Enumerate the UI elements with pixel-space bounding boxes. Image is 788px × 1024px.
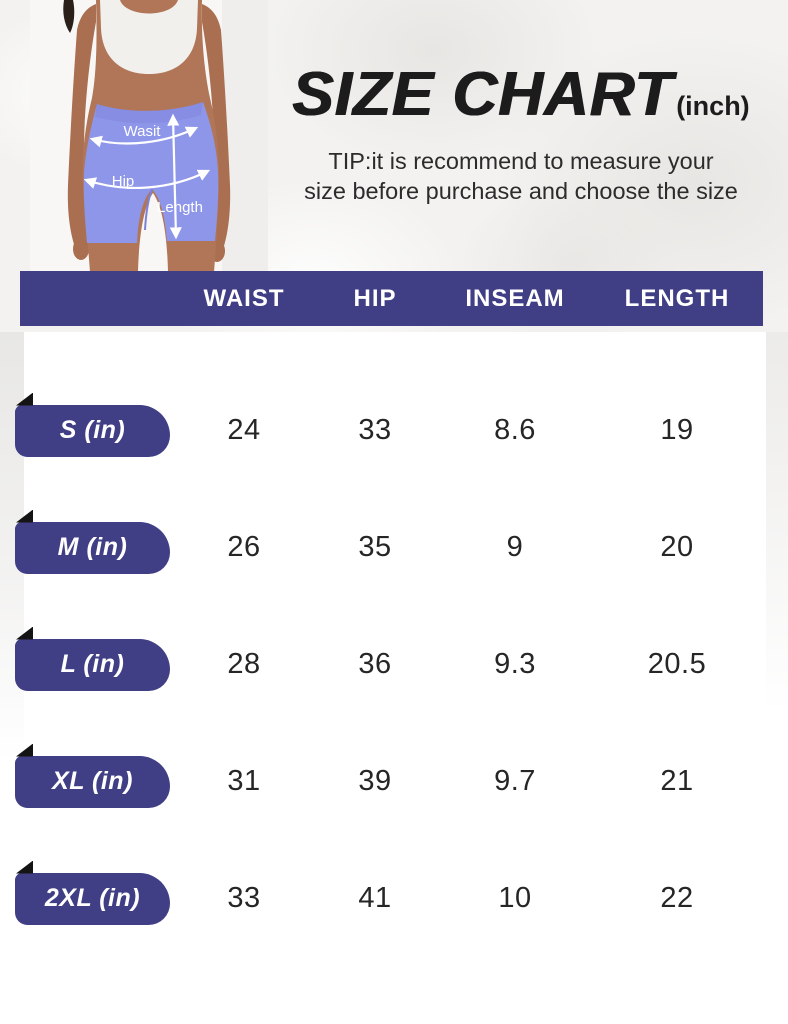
table-body: S (in) 24 33 8.6 19 M (in) 26 35 9 20 L … (0, 326, 788, 957)
size-label: M (in) (57, 533, 128, 561)
model-photo: Wasit Hip Length (30, 0, 268, 272)
hip-measure-label: Hip (112, 173, 135, 190)
cell-length: 19 (660, 414, 694, 446)
cell-waist: 31 (227, 765, 261, 797)
cell-length: 21 (660, 765, 694, 797)
background-texture-right (766, 332, 788, 712)
size-badge: L (in) (15, 626, 170, 691)
hip-arrow (83, 169, 211, 190)
measurement-figure: Wasit Hip Length (30, 0, 268, 272)
cell-waist: 24 (227, 414, 261, 446)
table-row: S (in) 24 33 8.6 19 (0, 372, 788, 489)
cell-waist: 28 (227, 648, 261, 680)
size-label: S (in) (59, 416, 126, 444)
column-header-waist: WAIST (203, 284, 285, 312)
table-row: L (in) 28 36 9.3 20.5 (0, 606, 788, 723)
cell-hip: 41 (358, 882, 392, 914)
cell-length: 20.5 (647, 648, 707, 680)
size-badge: S (in) (15, 392, 170, 457)
cell-inseam: 8.6 (494, 414, 536, 446)
cell-waist: 33 (227, 882, 261, 914)
table-row: 2XL (in) 33 41 10 22 (0, 840, 788, 957)
size-label: XL (in) (52, 767, 133, 795)
length-measure-label: Length (157, 199, 203, 216)
title-text: SIZE CHART (292, 60, 674, 129)
table-row: XL (in) 31 39 9.7 21 (0, 723, 788, 840)
tip-line-2: size before purchase and choose the size (304, 177, 738, 204)
cell-waist: 26 (227, 531, 261, 563)
cell-hip: 35 (358, 531, 392, 563)
table-row: M (in) 26 35 9 20 (0, 489, 788, 606)
column-header-hip: HIP (353, 284, 397, 312)
size-badge: M (in) (15, 509, 170, 574)
cell-hip: 39 (358, 765, 392, 797)
hair (63, 0, 75, 33)
shorts-seam (144, 188, 153, 231)
cell-inseam: 9.7 (494, 765, 536, 797)
ribbon-fold-icon (16, 509, 33, 523)
cell-hip: 33 (358, 414, 392, 446)
cell-length: 22 (660, 882, 694, 914)
waist-measure-label: Wasit (124, 123, 162, 140)
ribbon-fold-icon (16, 743, 33, 757)
crop-top (100, 0, 198, 74)
title-block: SIZE CHART (inch) TIP:it is recommend to … (268, 0, 774, 206)
ribbon-fold-icon (16, 860, 33, 874)
cell-inseam: 9.3 (494, 648, 536, 680)
neckline (120, 0, 178, 14)
page-title: SIZE CHART (inch) (268, 62, 774, 127)
cell-inseam: 10 (498, 882, 532, 914)
table-header: WAIST HIP INSEAM LENGTH (0, 271, 788, 326)
tip-line-1: TIP:it is recommend to measure your (328, 148, 714, 175)
photo-shadow (222, 0, 268, 272)
right-arm (202, 4, 231, 257)
cell-hip: 36 (358, 648, 392, 680)
column-header-inseam: INSEAM (465, 284, 565, 312)
left-arm (67, 4, 96, 255)
tip-text: TIP:it is recommend to measure your size … (268, 147, 774, 206)
waist-arrow (89, 126, 199, 148)
cell-inseam: 9 (506, 531, 524, 563)
ribbon-fold-icon (16, 626, 33, 640)
size-label: 2XL (in) (44, 884, 141, 912)
left-hand (73, 238, 89, 260)
column-header-length: LENGTH (624, 284, 730, 312)
length-arrow (167, 113, 182, 240)
size-badge: XL (in) (15, 743, 170, 808)
header-bar (20, 271, 763, 326)
size-label: L (in) (60, 650, 125, 678)
cell-length: 20 (660, 531, 694, 563)
title-unit: (inch) (676, 91, 750, 121)
ribbon-fold-icon (16, 392, 33, 406)
size-badge: 2XL (in) (15, 860, 170, 925)
